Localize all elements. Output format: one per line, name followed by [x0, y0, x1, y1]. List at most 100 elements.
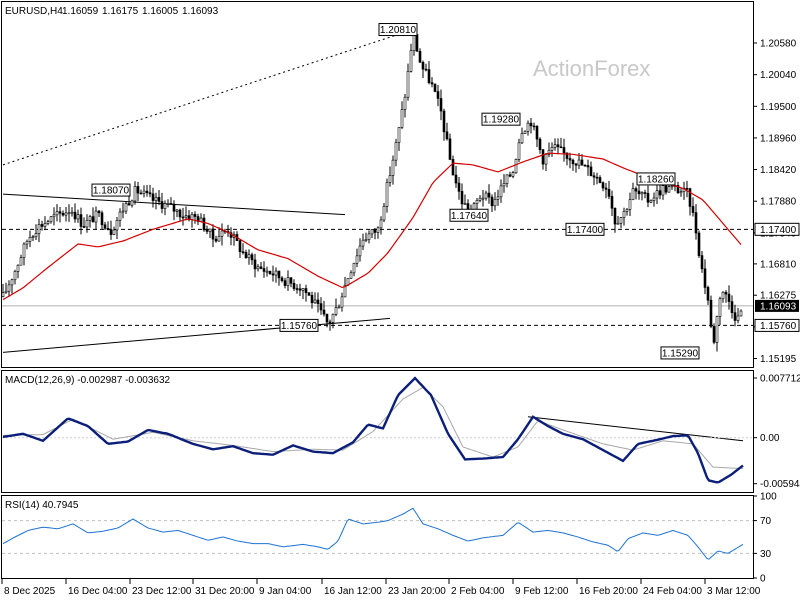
- candle-body: [340, 296, 344, 308]
- x-tick-label: 3 Mar 12:00: [707, 586, 761, 597]
- candle-body: [643, 192, 647, 194]
- x-tick-label: 16 Dec 04:00: [68, 586, 128, 597]
- annotation-1.15760: 1.15760: [279, 318, 319, 332]
- candle-body: [736, 315, 740, 321]
- candle-body: [259, 266, 263, 269]
- candle-body: [130, 200, 134, 206]
- candle-body: [286, 277, 290, 286]
- candle-body: [190, 214, 194, 221]
- x-tick-label: 16 Jan 12:00: [324, 586, 382, 597]
- price-y-axis: 1.20580 1.20040 1.19500 1.18960 1.18420 1.178…: [753, 39, 800, 365]
- ohlc-high: 1.16175: [102, 6, 139, 17]
- candle-body: [310, 295, 314, 304]
- candle-body: [634, 188, 638, 192]
- level-tag-1.17400: 1.17400: [754, 222, 800, 236]
- candle-body: [187, 215, 191, 221]
- candle-body: [115, 220, 119, 231]
- candle-body: [124, 203, 128, 212]
- annotation-label: 1.18260: [638, 174, 675, 185]
- candle-body: [538, 138, 542, 150]
- candle-body: [367, 233, 371, 240]
- annotation-box: [481, 112, 521, 126]
- candle-body: [100, 212, 104, 226]
- candle-body: [61, 212, 65, 216]
- candle-body: [139, 192, 143, 195]
- candle-body: [376, 227, 380, 233]
- candle-body: [730, 301, 734, 313]
- candle-body: [640, 192, 644, 195]
- candle-body: [334, 307, 338, 315]
- candle-body: [409, 50, 413, 72]
- candle-body: [1, 292, 5, 297]
- y-tick-label: 1.16275: [760, 291, 797, 302]
- candle-body: [241, 251, 245, 253]
- candle-body: [625, 209, 629, 212]
- symbol-label: EURUSD,H4: [5, 6, 63, 17]
- x-tick-label: 23 Dec 12:00: [132, 586, 192, 597]
- annotation-label: 1.15760: [281, 321, 318, 332]
- candle-body: [157, 197, 161, 202]
- candle-body: [619, 217, 623, 224]
- candle-body: [688, 188, 692, 207]
- candle-body: [169, 203, 173, 205]
- candle-body: [499, 185, 503, 198]
- y-tick-label: 1.17880: [760, 197, 797, 208]
- candle-body: [703, 268, 707, 288]
- candle-body: [13, 271, 17, 281]
- candle-body: [91, 216, 95, 223]
- candle-body: [373, 229, 377, 233]
- candle-body: [307, 292, 311, 296]
- candle-body: [493, 199, 497, 207]
- candle-body: [85, 220, 89, 228]
- candle-body: [574, 163, 578, 166]
- candle-body: [529, 122, 533, 127]
- candle-body: [7, 284, 11, 292]
- candle-body: [106, 228, 110, 230]
- candle-body: [19, 257, 23, 266]
- candle-body: [631, 188, 635, 201]
- rsi-title: RSI(14) 40.7945: [5, 500, 79, 511]
- candle-body: [649, 200, 653, 203]
- candle-body: [325, 313, 329, 323]
- candle-body: [328, 321, 332, 324]
- candle-body: [247, 254, 251, 259]
- candle-body: [55, 211, 59, 216]
- ohlc-close: 1.16093: [182, 6, 219, 17]
- candle-body: [442, 110, 446, 133]
- candle-body: [322, 309, 326, 315]
- y-tick-label: 1.18420: [760, 165, 797, 176]
- candle-body: [406, 71, 410, 98]
- annotation-1.15290: 1.15290: [660, 346, 700, 360]
- candle-body: [121, 210, 125, 213]
- rsi-y-tick-label: 30: [760, 549, 772, 560]
- price-trendlines: [2, 29, 414, 353]
- price-candles: [1, 29, 743, 352]
- candle-body: [454, 174, 458, 184]
- level-tag-label: 1.17400: [760, 225, 797, 236]
- annotation-box: [378, 23, 418, 37]
- candle-body: [58, 211, 62, 214]
- level-tag-box: [754, 318, 800, 332]
- candle-body: [553, 144, 557, 148]
- candle-body: [37, 224, 41, 234]
- annotation-box: [660, 346, 700, 360]
- macd-panel: [1, 370, 754, 493]
- candle-body: [481, 197, 485, 200]
- candle-body: [316, 299, 320, 304]
- current-price-tag: 1.16093: [755, 299, 799, 312]
- candle-body: [298, 288, 302, 291]
- candle-body: [214, 238, 218, 242]
- candle-body: [610, 196, 614, 209]
- candle-body: [301, 288, 305, 291]
- candle-body: [313, 299, 317, 304]
- candle-body: [592, 175, 596, 178]
- ohlc-open: 1.16059: [62, 6, 99, 17]
- annotation-1.19280: 1.19280: [481, 112, 521, 126]
- candle-body: [274, 270, 278, 276]
- candle-body: [517, 142, 521, 160]
- candle-body: [595, 176, 599, 179]
- annotation-label: 1.19280: [483, 115, 520, 126]
- candle-body: [175, 209, 179, 212]
- annotation-box: [636, 172, 676, 186]
